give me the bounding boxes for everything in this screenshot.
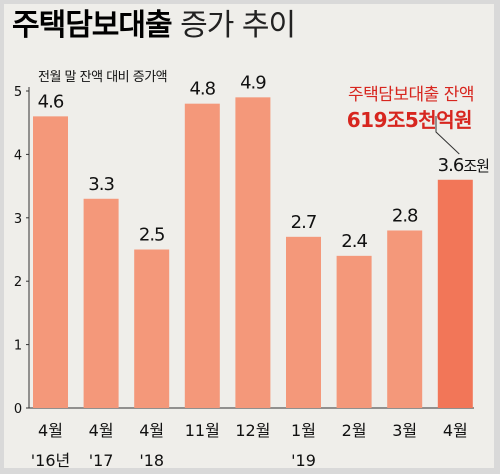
y-tick-label: 1 — [14, 339, 22, 354]
y-tick-label: 0 — [14, 402, 22, 417]
bar-value-label: 4.9 — [240, 72, 266, 93]
chart-title: 주택담보대출 증가 추이 — [12, 6, 296, 46]
x-tick-year-label: '16년 — [31, 451, 70, 468]
x-tick-year-label: '19 — [291, 451, 316, 468]
y-tick-label: 2 — [14, 275, 22, 290]
bar-value-number: 3.6 — [438, 155, 464, 176]
bar — [286, 236, 321, 408]
x-tick-year-label: '18 — [139, 451, 164, 468]
x-tick-label: 11월 — [185, 421, 220, 440]
x-tick-label: 4월 — [443, 421, 468, 440]
x-tick-label: 4월 — [139, 421, 164, 440]
chart-panel: 주택담보대출 증가 추이 전월 말 잔액 대비 증가액 주택담보대출 잔액 61… — [4, 4, 494, 468]
bar-value-label: 3.3 — [88, 174, 114, 195]
bar-value-label: 2.8 — [392, 205, 418, 226]
bar-value-unit: 조원 — [463, 157, 489, 175]
balance-annotation-label: 주택담보대출 잔액 — [347, 85, 475, 105]
x-tick-label: 4월 — [89, 421, 114, 440]
bar — [336, 255, 372, 408]
bar — [235, 97, 271, 408]
x-tick-year-label: '17 — [89, 451, 114, 468]
bar — [83, 198, 119, 408]
bar — [437, 179, 473, 408]
annotation-pointer-line — [435, 116, 460, 155]
balance-annotation-value: 619조5천억원 — [346, 108, 473, 132]
chart-title-bold: 주택담보대출 — [12, 8, 173, 43]
bar — [387, 230, 423, 408]
bar-value-label: 3.6조원 — [438, 155, 489, 176]
bar — [134, 249, 170, 408]
bar — [184, 103, 220, 409]
bar-chart: 0 1 2 3 4 5 4.6 4월 '16년 3.3 4월 '17 2.5 4월 '18 4.8 11월 4.9… — [14, 72, 490, 468]
x-tick-label: 4월 — [38, 421, 63, 440]
y-tick-label: 4 — [14, 148, 22, 163]
bar-value-label: 4.8 — [189, 79, 215, 100]
x-tick-label: 12월 — [235, 421, 270, 440]
bar-value-label: 2.5 — [139, 225, 165, 246]
bar — [33, 116, 68, 409]
y-tick-label: 3 — [14, 212, 22, 227]
y-tick-label: 5 — [14, 85, 22, 100]
bar-value-label: 2.4 — [341, 231, 367, 252]
chart-title-light: 증가 추이 — [180, 8, 296, 43]
x-tick-label: 3월 — [392, 421, 417, 440]
x-tick-label: 1월 — [291, 421, 316, 440]
bar-value-label: 2.7 — [291, 212, 317, 233]
bar-value-label: 4.6 — [38, 91, 64, 112]
x-tick-label: 2월 — [342, 421, 367, 440]
chart-subtitle: 전월 말 잔액 대비 증가액 — [38, 70, 168, 85]
